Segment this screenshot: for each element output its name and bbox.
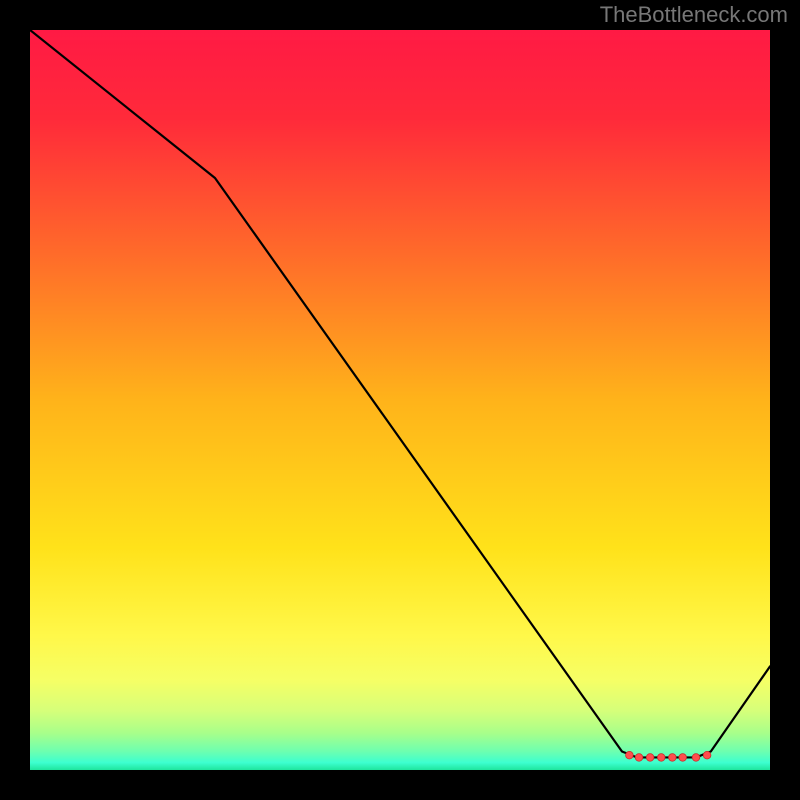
chart-container: TheBottleneck.com (0, 0, 800, 800)
marker-point (646, 754, 654, 762)
plot-area (30, 30, 770, 770)
plot-svg (30, 30, 770, 770)
marker-point (635, 754, 643, 762)
marker-point (657, 754, 665, 762)
watermark-text: TheBottleneck.com (600, 2, 788, 28)
marker-point (626, 751, 634, 759)
marker-point (692, 754, 700, 762)
marker-point (669, 754, 677, 762)
gradient-background (30, 30, 770, 770)
marker-point (679, 754, 687, 762)
marker-point (703, 751, 711, 759)
